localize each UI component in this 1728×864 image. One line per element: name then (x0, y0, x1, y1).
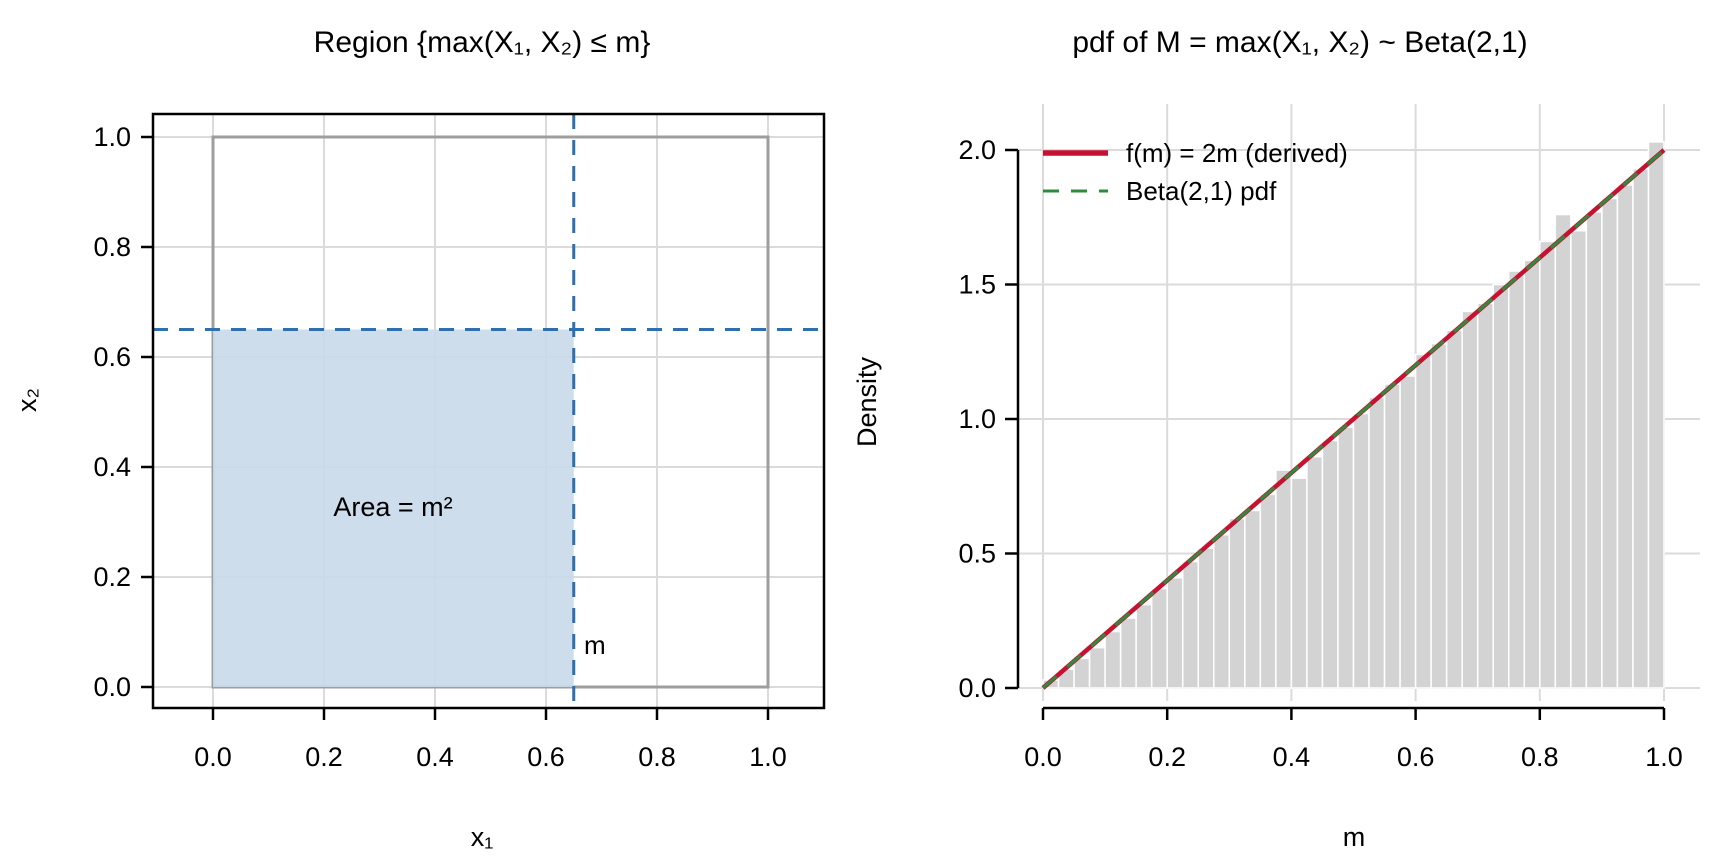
histogram-bar (1461, 310, 1479, 689)
histogram-bar (1492, 283, 1510, 689)
x-tick-label: 0.4 (416, 742, 454, 772)
y-tick-label: 0.0 (93, 672, 131, 702)
histogram-bar (1135, 603, 1153, 689)
x-tick-label: 0.6 (527, 742, 565, 772)
histogram-bar (1601, 197, 1619, 689)
x-tick-label: 0.6 (1397, 742, 1435, 772)
histogram-bar (1523, 259, 1541, 689)
histogram-bar (1244, 509, 1262, 689)
histogram-bar (1445, 329, 1463, 689)
histogram-bar (1414, 353, 1432, 689)
right-yaxis-label: Density (852, 356, 882, 447)
histogram-bar (1321, 439, 1339, 689)
legend-label-derived: f(m) = 2m (derived) (1126, 138, 1348, 168)
histogram-bar (1430, 342, 1448, 689)
plot-box (151, 112, 826, 710)
legend-label-beta: Beta(2,1) pdf (1126, 176, 1277, 206)
histogram-bar (1073, 657, 1091, 689)
y-tick-label: 0.5 (958, 539, 996, 569)
left-yaxis-label: x₂ (12, 388, 42, 412)
y-tick-label: 0.2 (93, 562, 131, 592)
histogram-bar (1476, 302, 1494, 689)
y-tick-label: 0.0 (958, 673, 996, 703)
histogram-bar (1647, 141, 1665, 689)
histogram-bar (1275, 469, 1293, 689)
pdf-line-beta (1042, 148, 1665, 690)
y-tick-label: 0.8 (93, 232, 131, 262)
x-tick-label: 0.0 (194, 742, 232, 772)
pdf-plot-panel: 0.0 0.2 0.4 0.6 0.8 1.0 0.0 0.5 1.0 1.5 2.0 (958, 104, 1700, 772)
histogram-bar (1585, 211, 1603, 689)
m-annotation: m (584, 630, 606, 660)
histogram-bar (1104, 630, 1122, 689)
histogram-bar (1259, 493, 1277, 689)
region-plot-panel: 0.0 0.2 0.4 0.6 0.8 1.0 0.0 0.2 0.4 0.6 0.8 1.0 (93, 112, 826, 772)
x-tick-label: 1.0 (1645, 742, 1683, 772)
histogram-bar (1337, 426, 1355, 689)
histogram-bar (1368, 396, 1386, 689)
y-tick-label: 2.0 (958, 135, 996, 165)
left-plot-title: Region {max(X₁, X₂) ≤ m} (314, 26, 651, 59)
histogram-bar (1306, 455, 1324, 689)
histogram-bar (1181, 560, 1199, 689)
histogram-bar (1166, 576, 1184, 689)
histogram-bar (1539, 240, 1557, 689)
x-tick-label: 0.2 (1148, 742, 1186, 772)
x-tick-label: 0.8 (1521, 742, 1559, 772)
histogram-bar (1228, 517, 1246, 689)
y-tick-label: 1.5 (958, 270, 996, 300)
shaded-region (213, 329, 574, 687)
right-plot-title: pdf of M = max(X₁, X₂) ~ Beta(2,1) (1072, 26, 1527, 59)
histogram-bar (1352, 412, 1370, 689)
x-tick-label: 0.2 (305, 742, 343, 772)
histogram-bar (1383, 383, 1401, 689)
y-tick-label: 0.4 (93, 452, 131, 482)
y-tick-label: 1.0 (958, 404, 996, 434)
histogram-bar (1290, 477, 1308, 689)
histogram-bar (1554, 213, 1572, 689)
histogram-bar (1213, 533, 1231, 689)
histogram-bar (1570, 229, 1588, 689)
histogram-bar (1150, 587, 1168, 689)
x-tick-label: 1.0 (749, 742, 787, 772)
y-tick-label: 0.6 (93, 342, 131, 372)
right-xaxis-label: m (1343, 822, 1366, 852)
histogram-bar (1616, 184, 1634, 689)
histogram-bar (1508, 270, 1526, 689)
x-tick-label: 0.8 (638, 742, 676, 772)
histogram-bar (1119, 617, 1137, 689)
histogram-bar (1632, 168, 1650, 689)
area-annotation: Area = m² (333, 492, 452, 522)
x-tick-label: 0.4 (1273, 742, 1311, 772)
histogram-bar (1197, 547, 1215, 689)
histogram-bar (1399, 375, 1417, 689)
y-tick-label: 1.0 (93, 122, 131, 152)
left-xaxis-label: x₁ (471, 822, 494, 852)
histogram-bar (1088, 646, 1106, 689)
x-tick-label: 0.0 (1024, 742, 1062, 772)
